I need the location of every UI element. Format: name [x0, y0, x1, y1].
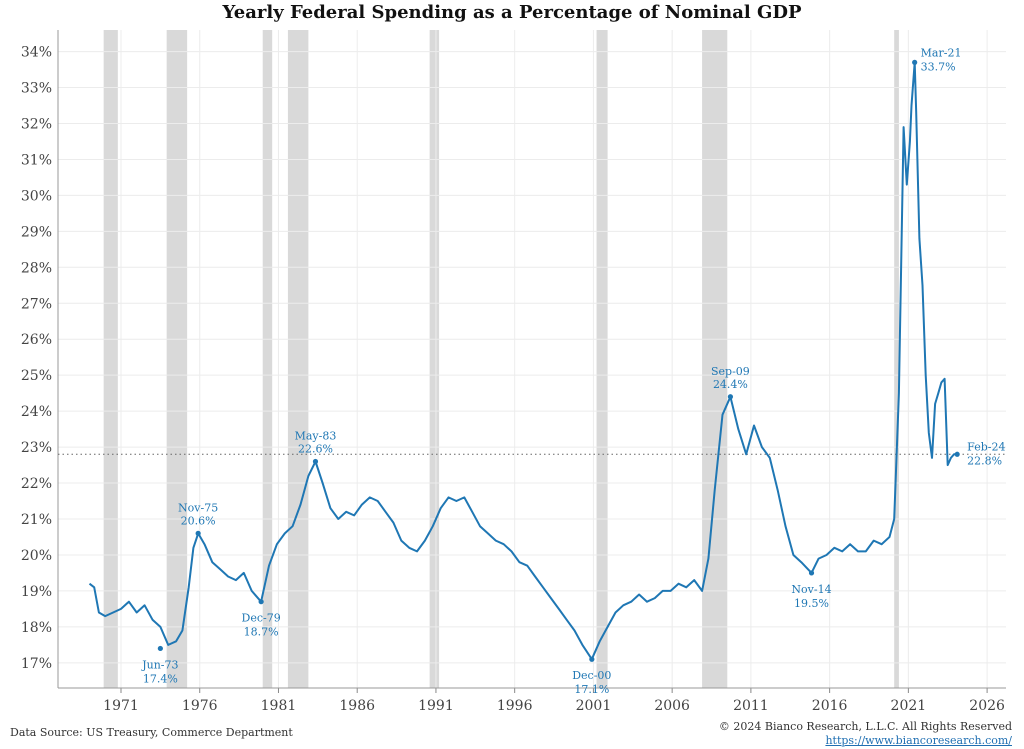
chart-title: Yearly Federal Spending as a Percentage …: [222, 2, 802, 23]
y-tick-label: 24%: [21, 404, 52, 420]
x-tick-label: 1971: [103, 698, 139, 714]
series-line-group: [88, 61, 958, 661]
x-tick-label: 2016: [812, 698, 848, 714]
y-tick-label: 20%: [21, 548, 52, 564]
annotation-value: 22.8%: [967, 454, 1002, 467]
annotation-date: Nov-14: [791, 583, 831, 596]
recession-band: [596, 30, 608, 688]
y-tick-label: 34%: [21, 45, 52, 61]
copyright-block: © 2024 Bianco Research, L.L.C. All Right…: [719, 720, 1012, 748]
y-tick-label: 29%: [21, 224, 52, 240]
annotation-value: 18.7%: [244, 626, 279, 639]
annotation-value: 24.4%: [713, 378, 748, 391]
recession-band: [429, 30, 440, 688]
recession-band: [262, 30, 273, 688]
annotation-date: Nov-75: [178, 501, 218, 514]
annotation-point: [589, 656, 595, 662]
y-tick-label: 30%: [21, 188, 52, 204]
recession-band: [894, 30, 899, 688]
series-line: [88, 61, 958, 661]
annotation-date: Mar-21: [921, 46, 962, 59]
x-tick-label: 2021: [891, 698, 927, 714]
x-tick-label: 1986: [339, 698, 375, 714]
gridlines: [58, 30, 1006, 688]
x-tick-label: 2006: [654, 698, 690, 714]
annotations: Jun-7317.4%Nov-7520.6%Dec-7918.7%May-832…: [141, 46, 1005, 696]
annotation-point: [312, 458, 319, 465]
annotation-point: [258, 599, 264, 605]
y-tick-label: 33%: [21, 81, 52, 97]
x-tick-label: 1996: [497, 698, 533, 714]
annotation-value: 33.7%: [921, 60, 956, 73]
annotation-point: [912, 59, 918, 65]
website-link[interactable]: https://www.biancoresearch.com/: [825, 734, 1012, 747]
x-tick-label: 2001: [576, 698, 612, 714]
copyright-text: © 2024 Bianco Research, L.L.C. All Right…: [718, 720, 1012, 733]
annotation-date: Dec-79: [242, 612, 281, 625]
annotation-point: [808, 570, 815, 576]
annotation-date: May-83: [295, 429, 337, 442]
recession-band: [287, 30, 309, 688]
annotation-point: [954, 451, 960, 457]
annotation-date: Sep-09: [711, 365, 750, 378]
annotation-value: 17.1%: [574, 683, 609, 696]
recession-bands: [103, 30, 899, 688]
annotation-date: Feb-24: [967, 440, 1005, 453]
x-tick-label: 1991: [418, 698, 454, 714]
y-tick-label: 28%: [21, 260, 52, 276]
recession-band: [166, 30, 188, 688]
y-tick-label: 22%: [21, 476, 52, 492]
y-tick-label: 23%: [21, 440, 52, 456]
axes: 17% 18% 19% 20% 21% 22% 23% 24% 25% 26% 27% 28% 29% 3…: [21, 30, 1006, 714]
recession-band: [103, 30, 118, 688]
annotation-value: 17.4%: [143, 672, 178, 685]
y-tick-label: 17%: [21, 656, 52, 672]
y-tick-label: 19%: [21, 584, 52, 600]
x-tick-label: 1981: [261, 698, 297, 714]
data-source-note: Data Source: US Treasury, Commerce Depar…: [10, 726, 293, 739]
annotation-point: [157, 645, 163, 652]
annotation-point: [195, 530, 201, 536]
annotation-value: 22.6%: [298, 442, 333, 455]
y-tick-label: 26%: [21, 332, 52, 348]
x-tick-label: 2026: [969, 698, 1005, 714]
y-tick-label: 21%: [21, 512, 52, 528]
annotation-point: [727, 394, 734, 400]
y-tick-label: 32%: [21, 116, 52, 132]
annotation-date: Jun-73: [141, 658, 178, 671]
y-tick-label: 25%: [21, 368, 52, 384]
y-tick-label: 31%: [21, 152, 52, 168]
x-tick-label: 2011: [733, 698, 769, 714]
y-tick-label: 18%: [21, 620, 52, 636]
x-tick-label: 1976: [182, 698, 218, 714]
annotation-date: Dec-00: [572, 669, 611, 682]
annotation-value: 20.6%: [181, 514, 216, 527]
recession-band: [702, 30, 728, 688]
y-tick-label: 27%: [21, 296, 52, 312]
annotation-value: 19.5%: [794, 597, 829, 610]
